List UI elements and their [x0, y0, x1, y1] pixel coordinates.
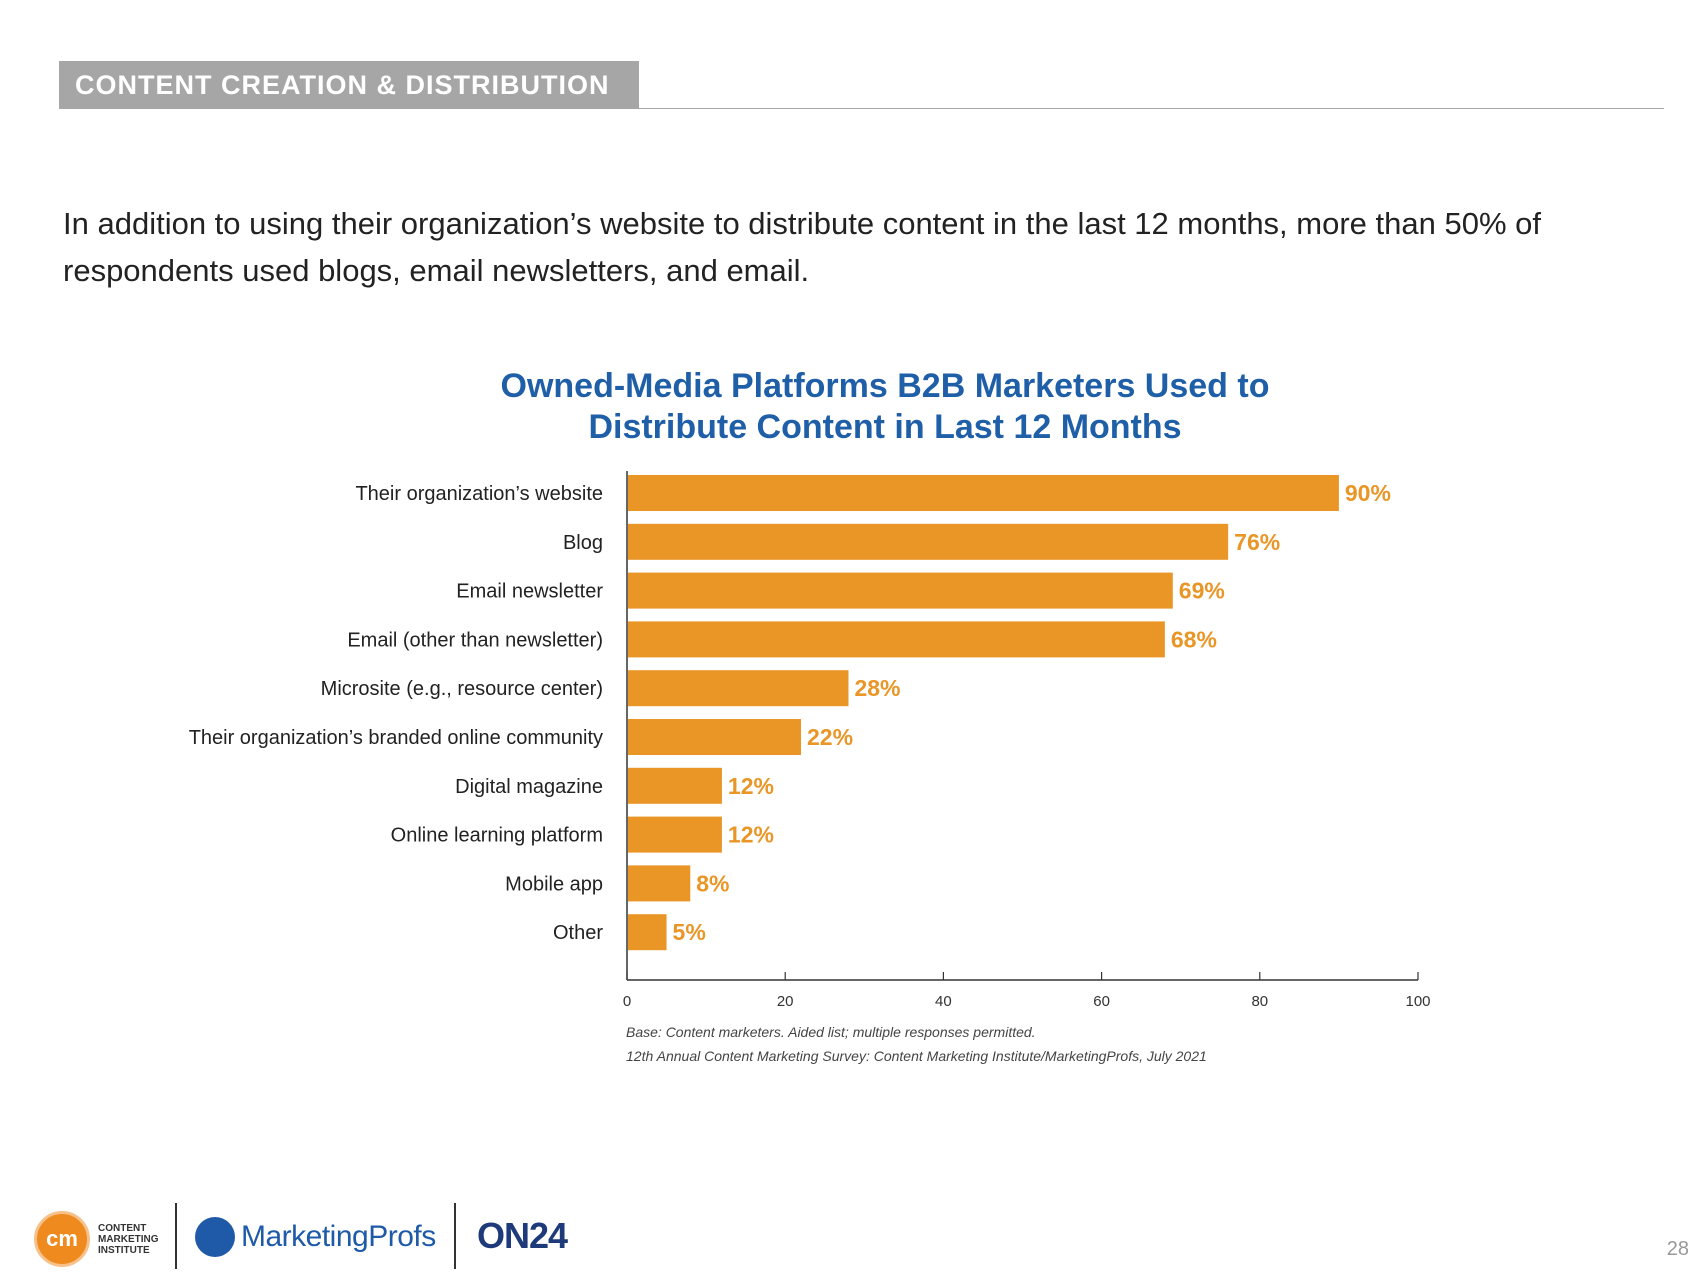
x-tick-label: 20 — [777, 993, 794, 1010]
cmi-logo-text: CONTENT MARKETING INSTITUTE — [98, 1223, 159, 1256]
bar — [628, 816, 722, 853]
bar — [628, 572, 1173, 609]
category-label: Email newsletter — [456, 581, 603, 603]
chart-note-source: 12th Annual Content Marketing Survey: Co… — [626, 1048, 1207, 1064]
intro-text: In addition to using their organization’… — [63, 206, 1541, 288]
marketingprofs-text: MarketingProfs — [241, 1220, 436, 1253]
bar — [628, 670, 849, 707]
chart-title-line-2: Distribute Content in Last 12 Months — [588, 408, 1182, 446]
bar — [628, 523, 1229, 560]
category-label: Digital magazine — [455, 776, 603, 798]
data-label: 68% — [1171, 626, 1217, 652]
category-label: Microsite (e.g., resource center) — [321, 678, 603, 700]
data-label: 69% — [1179, 578, 1225, 604]
logo-divider — [175, 1203, 177, 1269]
bar — [628, 914, 667, 951]
data-label: 90% — [1345, 480, 1391, 506]
cmi-line-1: CONTENT — [98, 1222, 147, 1234]
category-label: Other — [553, 922, 603, 944]
bar — [628, 621, 1165, 658]
x-tick-label: 0 — [623, 993, 631, 1010]
section-rule — [639, 108, 1664, 109]
bar — [628, 719, 802, 755]
cmi-logo: cm CONTENT MARKETING INSTITUTE — [34, 1211, 159, 1267]
data-label: 5% — [673, 919, 706, 945]
category-label: Mobile app — [505, 873, 603, 895]
section-tag: CONTENT CREATION & DISTRIBUTION — [59, 61, 639, 109]
category-label: Blog — [563, 532, 603, 554]
bar — [628, 475, 1339, 511]
chart-title: Owned-Media Platforms B2B Marketers Used… — [300, 366, 1470, 448]
on24-logo: ON24 — [477, 1215, 568, 1256]
category-label: Email (other than newsletter) — [347, 629, 603, 651]
marketingprofs-logo: MarketingProfs — [195, 1217, 436, 1257]
category-label: Their organization’s branded online comm… — [189, 727, 603, 749]
x-tick-label: 40 — [935, 993, 952, 1010]
marketingprofs-globe-icon — [195, 1217, 235, 1257]
logo-divider — [454, 1203, 456, 1269]
cmi-logo-icon: cm — [34, 1211, 90, 1267]
chart-title-line-1: Owned-Media Platforms B2B Marketers Used… — [500, 367, 1270, 405]
page-number: 28 — [1666, 1238, 1689, 1260]
category-label: Online learning platform — [391, 825, 603, 847]
data-label: 12% — [728, 822, 774, 848]
x-tick-label: 60 — [1093, 993, 1110, 1010]
cmi-line-2: MARKETING — [98, 1233, 159, 1245]
bar — [628, 865, 691, 902]
chart-note-base: Base: Content marketers. Aided list; mul… — [626, 1024, 1036, 1040]
category-label: Their organization’s website — [355, 483, 603, 505]
x-tick-label: 80 — [1251, 993, 1268, 1010]
data-label: 28% — [854, 675, 900, 701]
data-label: 22% — [807, 724, 853, 750]
data-label: 12% — [728, 773, 774, 799]
x-tick-label: 100 — [1405, 993, 1430, 1010]
data-label: 8% — [696, 870, 729, 896]
bar — [628, 767, 722, 804]
cmi-line-3: INSTITUTE — [98, 1244, 150, 1256]
data-label: 76% — [1234, 529, 1280, 555]
